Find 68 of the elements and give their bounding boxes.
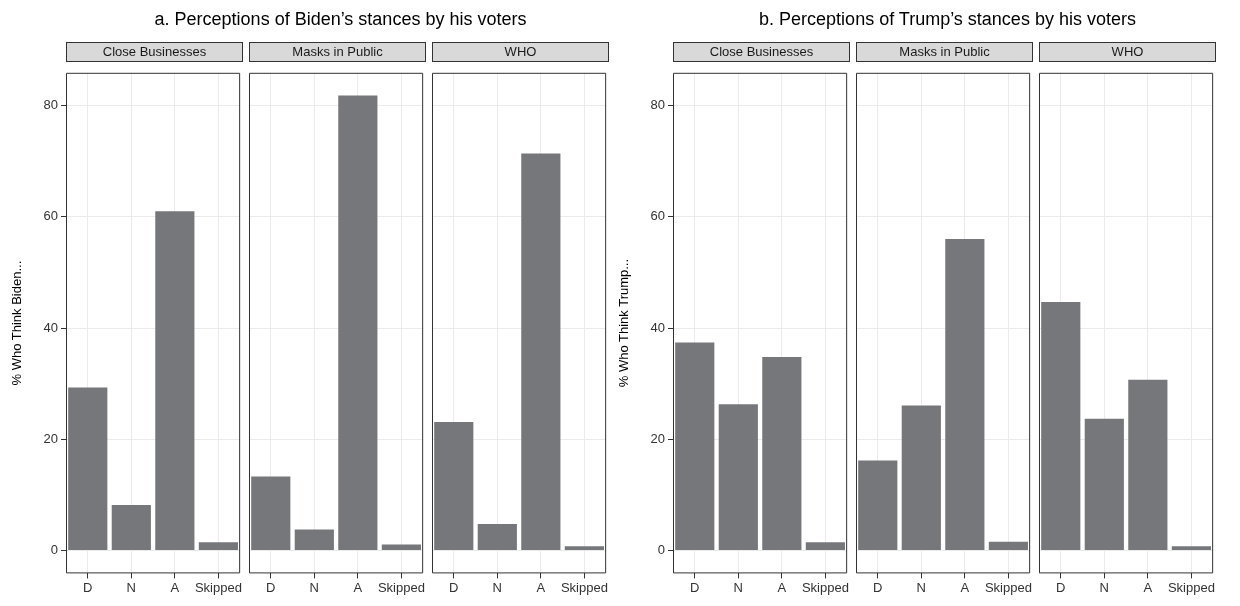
bar <box>1171 546 1211 551</box>
x-tick-label: N <box>126 579 136 595</box>
x-tick-label: N <box>733 579 743 595</box>
x-tick-label: Skipped <box>560 579 608 595</box>
chart-subtitle: Close Businesses <box>673 42 850 62</box>
x-tick-label: D <box>1056 579 1066 595</box>
bar <box>68 387 108 551</box>
bar <box>564 546 604 551</box>
bar <box>858 460 898 551</box>
bar <box>434 422 474 551</box>
text: b. Perceptions of Trump’s stances by his voters <box>758 8 1137 31</box>
x-tick-label: A <box>353 579 363 595</box>
y-tick-label: 0 <box>657 542 665 558</box>
y-tick-label: 40 <box>43 319 58 335</box>
bar <box>198 542 238 551</box>
x-tick-label: A <box>1143 579 1153 595</box>
y-axis-title: % Who Think Biden... <box>9 260 25 386</box>
x-tick-label: N <box>309 579 319 595</box>
bar <box>521 153 561 551</box>
chart-subtitle: WHO <box>1039 42 1216 62</box>
y-tick-label: 60 <box>43 208 58 224</box>
bar <box>675 342 715 551</box>
chart-subtitle: Masks in Public <box>249 42 426 62</box>
bar <box>945 239 985 551</box>
bar <box>988 541 1028 551</box>
x-tick-label: D <box>83 579 93 595</box>
bar <box>477 523 517 551</box>
bar <box>901 405 941 551</box>
x-tick-label: Skipped <box>377 579 425 595</box>
chart-subtitle: WHO <box>432 42 609 62</box>
x-tick-label: D <box>266 579 276 595</box>
x-tick-label: D <box>873 579 883 595</box>
x-tick-label: A <box>777 579 787 595</box>
text: a. Perceptions of Biden’s stances by his voters <box>153 8 528 31</box>
x-tick-label: D <box>690 579 700 595</box>
chart-subtitle: Close Businesses <box>66 42 243 62</box>
y-tick-label: 80 <box>650 97 665 113</box>
x-tick-label: Skipped <box>984 579 1032 595</box>
bar <box>762 357 802 551</box>
y-axis-title: % Who Think Trump... <box>616 258 632 388</box>
chart-subtitle: Masks in Public <box>856 42 1033 62</box>
bar <box>1084 418 1124 551</box>
bar <box>805 542 845 551</box>
x-tick-label: D <box>449 579 459 595</box>
bar <box>111 504 151 551</box>
bar <box>251 476 291 551</box>
x-tick-label: Skipped <box>1167 579 1215 595</box>
x-tick-label: N <box>492 579 502 595</box>
bar <box>381 544 421 551</box>
y-tick-label: 20 <box>650 430 665 446</box>
x-tick-label: A <box>170 579 180 595</box>
bar <box>1128 379 1168 551</box>
x-tick-label: N <box>916 579 926 595</box>
x-tick-label: A <box>536 579 546 595</box>
y-tick-label: 80 <box>43 97 58 113</box>
bar <box>338 95 378 551</box>
bar <box>1041 301 1081 551</box>
x-tick-label: Skipped <box>801 579 849 595</box>
bar <box>155 211 195 551</box>
y-tick-label: 40 <box>650 319 665 335</box>
x-tick-label: A <box>960 579 970 595</box>
x-tick-label: Skipped <box>194 579 242 595</box>
x-tick-label: N <box>1099 579 1109 595</box>
y-tick-label: 60 <box>650 208 665 224</box>
bar <box>294 529 334 551</box>
bar <box>718 404 758 551</box>
y-tick-label: 0 <box>50 542 58 558</box>
y-tick-label: 20 <box>43 430 58 446</box>
